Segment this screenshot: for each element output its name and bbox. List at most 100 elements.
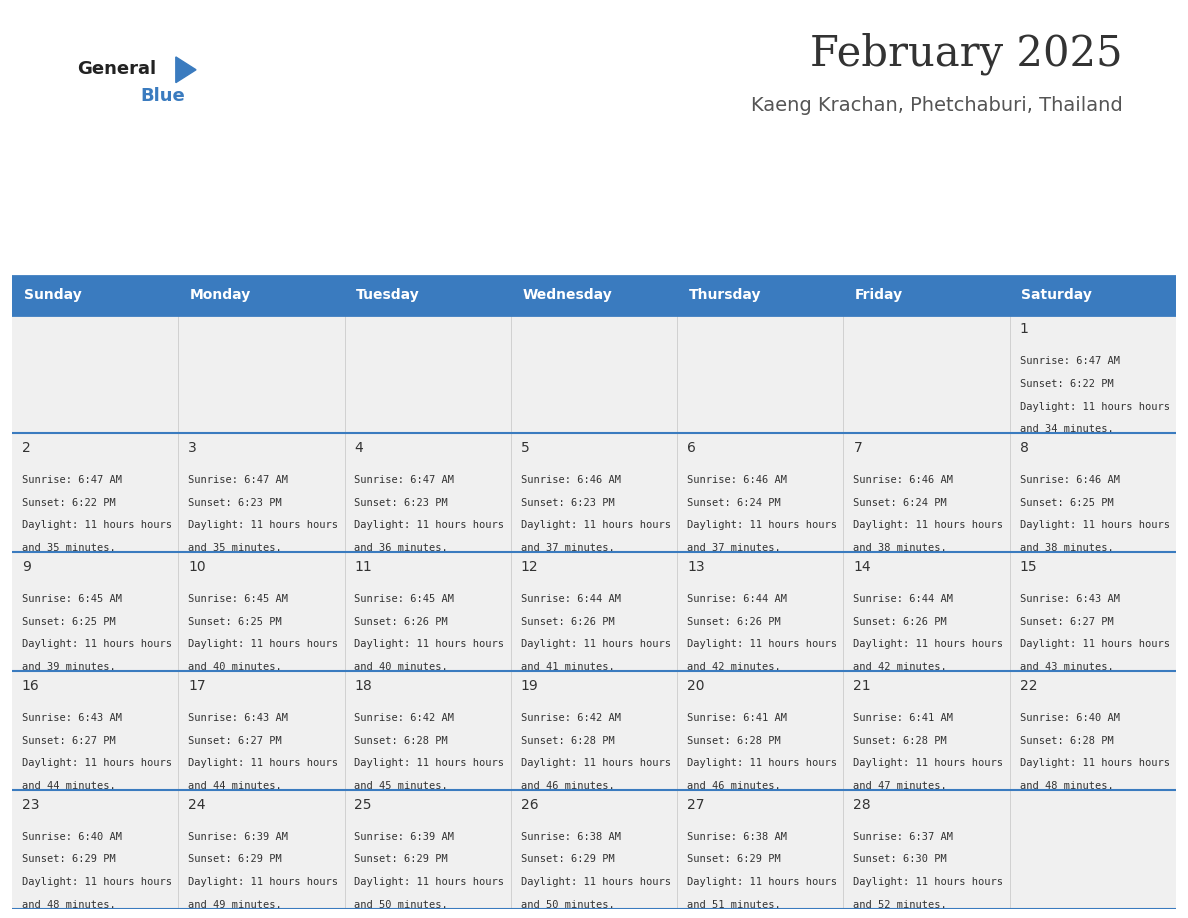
Text: Daylight: 11 hours hours: Daylight: 11 hours hours — [1019, 521, 1170, 531]
Text: Sunrise: 6:44 AM: Sunrise: 6:44 AM — [853, 594, 954, 604]
Text: Sunset: 6:23 PM: Sunset: 6:23 PM — [520, 498, 614, 508]
Text: and 46 minutes.: and 46 minutes. — [520, 780, 614, 790]
Text: February 2025: February 2025 — [810, 32, 1123, 74]
Bar — [12, 790, 178, 909]
Text: and 41 minutes.: and 41 minutes. — [520, 662, 614, 672]
Text: Sunset: 6:26 PM: Sunset: 6:26 PM — [687, 617, 781, 627]
Text: and 49 minutes.: and 49 minutes. — [188, 900, 282, 910]
Text: Sunset: 6:26 PM: Sunset: 6:26 PM — [520, 617, 614, 627]
Text: Daylight: 11 hours hours: Daylight: 11 hours hours — [188, 639, 339, 649]
Text: Wednesday: Wednesday — [523, 288, 612, 302]
Bar — [178, 553, 345, 671]
Text: and 46 minutes.: and 46 minutes. — [687, 780, 781, 790]
Text: 24: 24 — [188, 798, 206, 812]
Text: Sunrise: 6:47 AM: Sunrise: 6:47 AM — [21, 476, 122, 486]
Text: Daylight: 11 hours hours: Daylight: 11 hours hours — [687, 758, 838, 768]
Bar — [511, 433, 677, 553]
Text: Daylight: 11 hours hours: Daylight: 11 hours hours — [687, 639, 838, 649]
Text: Tuesday: Tuesday — [356, 288, 419, 302]
Text: Sunset: 6:29 PM: Sunset: 6:29 PM — [188, 855, 282, 865]
Bar — [1010, 433, 1176, 553]
Text: Sunrise: 6:39 AM: Sunrise: 6:39 AM — [188, 832, 289, 842]
Text: 27: 27 — [687, 798, 704, 812]
Text: Daylight: 11 hours hours: Daylight: 11 hours hours — [21, 639, 172, 649]
Text: and 42 minutes.: and 42 minutes. — [853, 662, 947, 672]
Bar — [345, 671, 511, 790]
Text: Sunrise: 6:43 AM: Sunrise: 6:43 AM — [188, 713, 289, 723]
Text: and 50 minutes.: and 50 minutes. — [520, 900, 614, 910]
Text: Daylight: 11 hours hours: Daylight: 11 hours hours — [520, 758, 671, 768]
Text: Sunset: 6:23 PM: Sunset: 6:23 PM — [188, 498, 282, 508]
Text: Saturday: Saturday — [1022, 288, 1092, 302]
Text: and 38 minutes.: and 38 minutes. — [853, 543, 947, 553]
Bar — [511, 315, 677, 433]
Bar — [1010, 671, 1176, 790]
Text: 25: 25 — [354, 798, 372, 812]
Text: 4: 4 — [354, 441, 364, 455]
Text: Sunrise: 6:40 AM: Sunrise: 6:40 AM — [21, 832, 122, 842]
Text: and 44 minutes.: and 44 minutes. — [188, 780, 282, 790]
Text: Daylight: 11 hours hours: Daylight: 11 hours hours — [1019, 639, 1170, 649]
Bar — [677, 671, 843, 790]
Text: Sunset: 6:26 PM: Sunset: 6:26 PM — [853, 617, 947, 627]
Text: Sunrise: 6:46 AM: Sunrise: 6:46 AM — [520, 476, 621, 486]
Text: 19: 19 — [520, 678, 538, 693]
Text: Sunset: 6:22 PM: Sunset: 6:22 PM — [21, 498, 115, 508]
Text: and 48 minutes.: and 48 minutes. — [21, 900, 115, 910]
Text: Daylight: 11 hours hours: Daylight: 11 hours hours — [1019, 401, 1170, 411]
Text: Sunset: 6:29 PM: Sunset: 6:29 PM — [21, 855, 115, 865]
Text: Sunrise: 6:44 AM: Sunrise: 6:44 AM — [520, 594, 621, 604]
Text: 14: 14 — [853, 560, 871, 574]
Text: Sunset: 6:28 PM: Sunset: 6:28 PM — [1019, 735, 1113, 745]
Bar — [1010, 276, 1176, 315]
Text: 15: 15 — [1019, 560, 1037, 574]
Text: Sunset: 6:23 PM: Sunset: 6:23 PM — [354, 498, 448, 508]
Text: Sunset: 6:28 PM: Sunset: 6:28 PM — [354, 735, 448, 745]
Text: Daylight: 11 hours hours: Daylight: 11 hours hours — [520, 639, 671, 649]
Text: 23: 23 — [21, 798, 39, 812]
Text: Sunrise: 6:41 AM: Sunrise: 6:41 AM — [687, 713, 788, 723]
Text: Sunrise: 6:47 AM: Sunrise: 6:47 AM — [354, 476, 455, 486]
Text: Daylight: 11 hours hours: Daylight: 11 hours hours — [354, 521, 505, 531]
Bar — [843, 433, 1010, 553]
Text: Sunrise: 6:37 AM: Sunrise: 6:37 AM — [853, 832, 954, 842]
Text: Sunset: 6:30 PM: Sunset: 6:30 PM — [853, 855, 947, 865]
Text: General: General — [77, 60, 157, 78]
Text: and 47 minutes.: and 47 minutes. — [853, 780, 947, 790]
Text: Sunrise: 6:45 AM: Sunrise: 6:45 AM — [188, 594, 289, 604]
Text: Sunset: 6:28 PM: Sunset: 6:28 PM — [853, 735, 947, 745]
Text: 26: 26 — [520, 798, 538, 812]
Text: Sunrise: 6:42 AM: Sunrise: 6:42 AM — [520, 713, 621, 723]
Text: Sunset: 6:29 PM: Sunset: 6:29 PM — [687, 855, 781, 865]
Text: Daylight: 11 hours hours: Daylight: 11 hours hours — [520, 877, 671, 887]
Bar — [843, 790, 1010, 909]
Text: and 43 minutes.: and 43 minutes. — [1019, 662, 1113, 672]
Bar — [677, 315, 843, 433]
Text: Sunset: 6:27 PM: Sunset: 6:27 PM — [1019, 617, 1113, 627]
Text: and 42 minutes.: and 42 minutes. — [687, 662, 781, 672]
Text: Sunrise: 6:45 AM: Sunrise: 6:45 AM — [354, 594, 455, 604]
Text: Sunday: Sunday — [24, 288, 81, 302]
Text: and 37 minutes.: and 37 minutes. — [687, 543, 781, 553]
Text: Sunrise: 6:45 AM: Sunrise: 6:45 AM — [21, 594, 122, 604]
Bar — [511, 553, 677, 671]
Bar — [677, 433, 843, 553]
Text: and 50 minutes.: and 50 minutes. — [354, 900, 448, 910]
Text: Sunrise: 6:40 AM: Sunrise: 6:40 AM — [1019, 713, 1120, 723]
Text: 11: 11 — [354, 560, 372, 574]
Bar — [1010, 553, 1176, 671]
Text: Daylight: 11 hours hours: Daylight: 11 hours hours — [354, 758, 505, 768]
Text: Sunrise: 6:38 AM: Sunrise: 6:38 AM — [687, 832, 788, 842]
Text: and 38 minutes.: and 38 minutes. — [1019, 543, 1113, 553]
Text: Kaeng Krachan, Phetchaburi, Thailand: Kaeng Krachan, Phetchaburi, Thailand — [751, 96, 1123, 116]
Bar — [12, 433, 178, 553]
Bar — [345, 315, 511, 433]
Bar — [1010, 790, 1176, 909]
Bar — [178, 433, 345, 553]
Text: Daylight: 11 hours hours: Daylight: 11 hours hours — [21, 758, 172, 768]
Bar — [511, 790, 677, 909]
Text: Sunrise: 6:46 AM: Sunrise: 6:46 AM — [1019, 476, 1120, 486]
Bar — [345, 790, 511, 909]
Text: Daylight: 11 hours hours: Daylight: 11 hours hours — [687, 521, 838, 531]
Text: 17: 17 — [188, 678, 206, 693]
